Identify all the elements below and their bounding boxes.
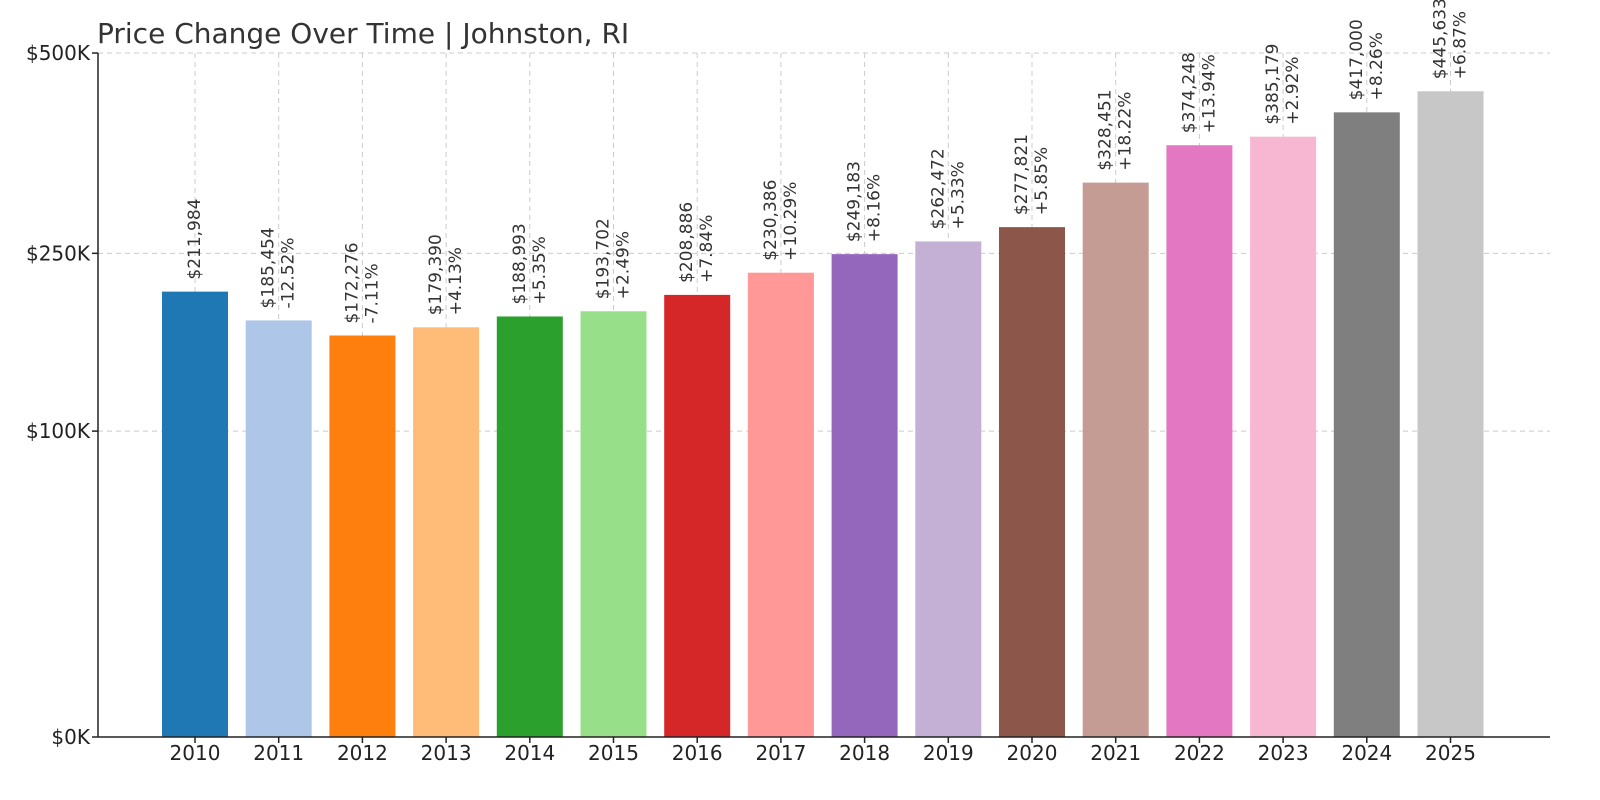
change-label: +5.85% xyxy=(1032,147,1052,215)
x-tick-label: 2015 xyxy=(588,741,639,765)
x-tick-label: 2013 xyxy=(421,741,472,765)
y-tick-label: $250K xyxy=(26,241,91,265)
change-label: +8.16% xyxy=(865,174,885,242)
bar-2018 xyxy=(831,254,898,737)
x-tick-label: 2021 xyxy=(1090,741,1141,765)
change-label: +5.33% xyxy=(948,161,968,229)
bar-2019 xyxy=(915,241,982,738)
axes: $0K $100K $250K $500K 2010 2011 2012 2013 2014 20… xyxy=(26,41,1550,765)
x-tick-label: 2019 xyxy=(923,741,974,765)
change-label: +8.26% xyxy=(1367,32,1387,100)
bars xyxy=(162,91,1484,738)
x-tick-label: 2023 xyxy=(1258,741,1309,765)
change-label: -12.52% xyxy=(279,237,299,308)
value-label: $185,454 xyxy=(259,227,279,308)
change-label: +10.29% xyxy=(781,182,801,261)
value-label: $208,886 xyxy=(677,202,697,283)
value-label: $374,248 xyxy=(1179,52,1199,133)
x-tick-label: 2024 xyxy=(1341,741,1392,765)
bar-2025 xyxy=(1417,91,1484,738)
bar-2024 xyxy=(1333,112,1400,738)
value-label: $172,276 xyxy=(342,242,362,323)
change-label: +7.84% xyxy=(697,215,717,283)
value-label: $188,993 xyxy=(510,223,530,304)
y-tick-label: $100K xyxy=(26,419,91,443)
value-label: $277,821 xyxy=(1012,134,1032,215)
bar-2012 xyxy=(329,335,396,737)
x-tick-label: 2022 xyxy=(1174,741,1225,765)
value-label: $211,984 xyxy=(185,199,205,280)
value-label: $193,702 xyxy=(594,218,614,299)
bar-2015 xyxy=(580,311,647,737)
value-label: $179,390 xyxy=(426,234,446,315)
bar-2013 xyxy=(413,327,480,737)
x-tick-label: 2016 xyxy=(672,741,723,765)
change-label: +18.22% xyxy=(1116,92,1136,171)
value-label: $445,633 xyxy=(1431,0,1451,79)
bar-2014 xyxy=(496,316,563,737)
value-label: $385,179 xyxy=(1263,44,1283,125)
bar-2020 xyxy=(999,227,1065,737)
value-label: $417,000 xyxy=(1347,19,1367,100)
change-label: -7.11% xyxy=(362,263,382,323)
data-labels: $211,984 $185,454 -12.52% $172,276 -7.11% $17… xyxy=(185,0,1471,324)
value-label: $262,472 xyxy=(928,148,948,229)
y-tick-label: $0K xyxy=(51,725,90,749)
bar-2021 xyxy=(1082,182,1149,738)
x-tick-label: 2017 xyxy=(755,741,806,765)
x-tick-label: 2010 xyxy=(170,741,221,765)
chart-title: Price Change Over Time | Johnston, RI xyxy=(97,17,629,50)
change-label: +2.49% xyxy=(614,231,634,299)
bar-2011 xyxy=(245,320,312,737)
change-label: +13.94% xyxy=(1199,54,1219,133)
x-tick-label: 2011 xyxy=(253,741,304,765)
x-tick-label: 2012 xyxy=(337,741,388,765)
value-label: $230,386 xyxy=(761,180,781,261)
bar-2017 xyxy=(747,272,814,737)
x-tick-label: 2020 xyxy=(1007,741,1058,765)
change-label: +2.92% xyxy=(1283,56,1303,124)
x-tick-label: 2025 xyxy=(1425,741,1476,765)
bar-2010 xyxy=(162,291,228,737)
x-tick-label: 2014 xyxy=(504,741,555,765)
bar-2023 xyxy=(1250,136,1317,737)
grid-lines xyxy=(98,52,1550,737)
bar-2022 xyxy=(1166,145,1233,738)
value-label: $249,183 xyxy=(845,161,865,242)
value-label: $328,451 xyxy=(1096,89,1116,170)
x-tick-label: 2018 xyxy=(839,741,890,765)
y-tick-label: $500K xyxy=(26,41,91,65)
change-label: +6.87% xyxy=(1451,11,1471,79)
bar-2016 xyxy=(664,294,731,737)
change-label: +5.35% xyxy=(530,236,550,304)
change-label: +4.13% xyxy=(446,247,466,315)
